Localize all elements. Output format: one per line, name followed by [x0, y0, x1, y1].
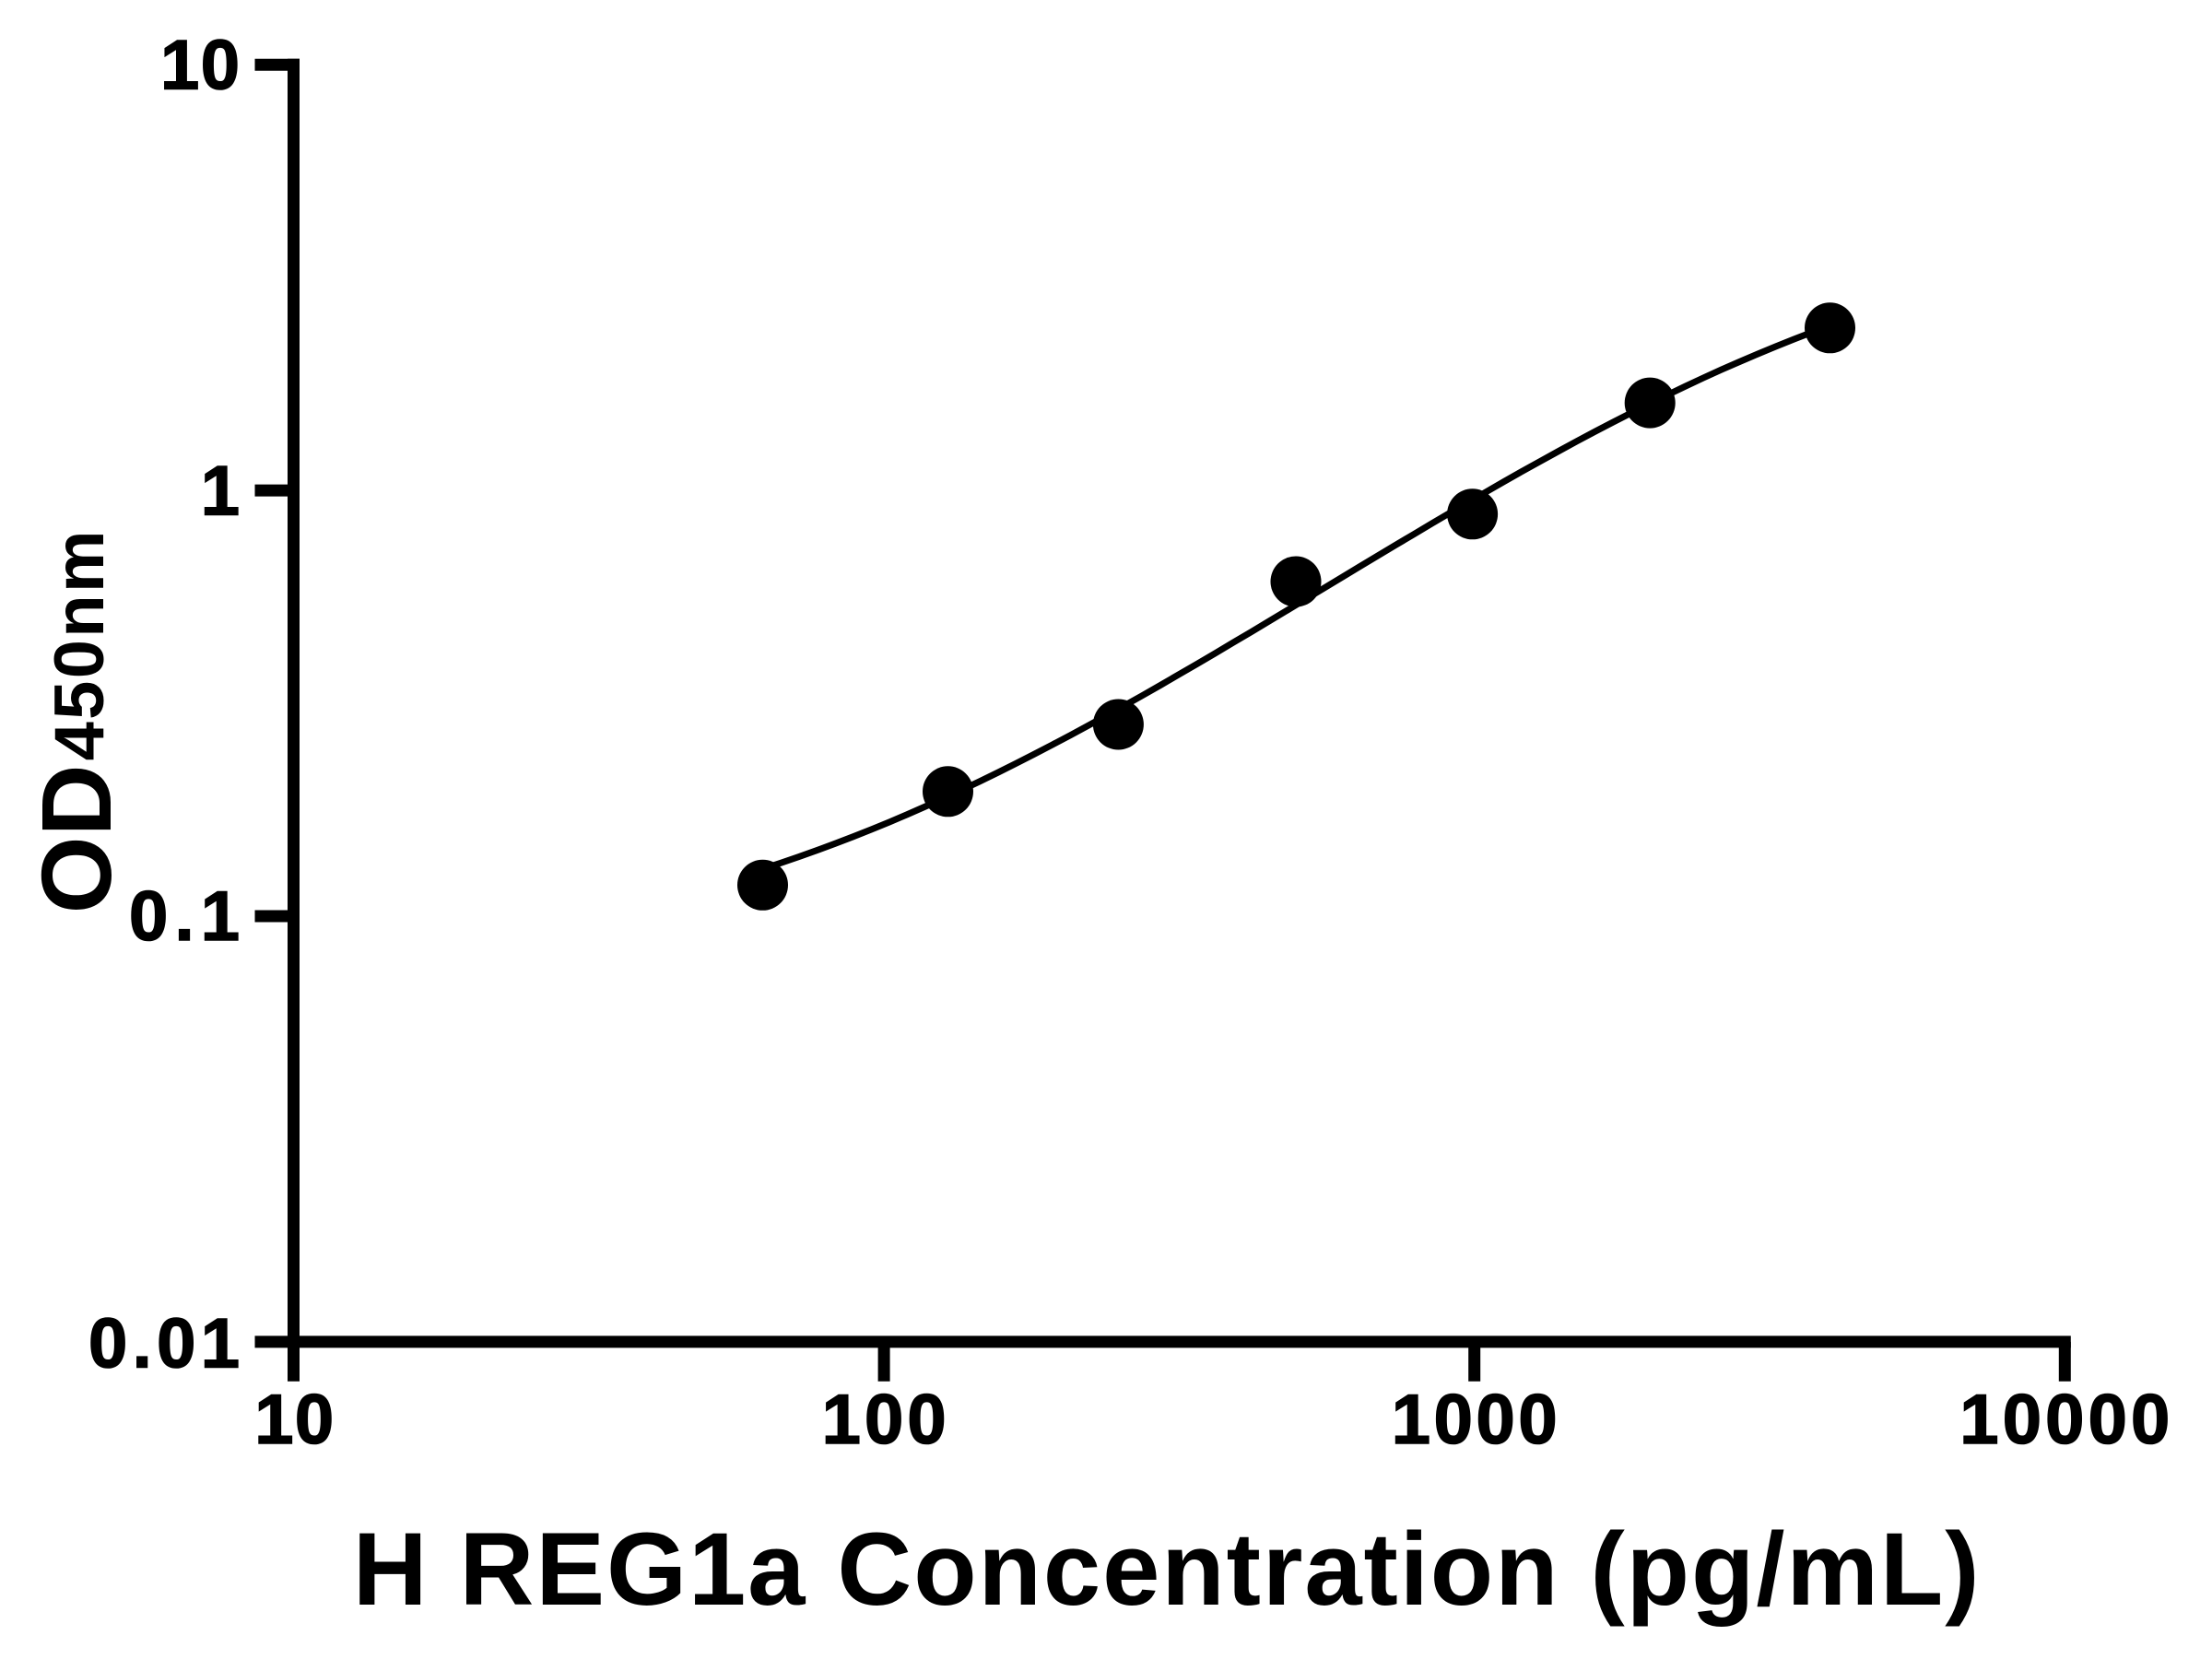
- svg-text:10000: 10000: [1959, 1381, 2170, 1459]
- svg-text:450nm: 450nm: [41, 530, 119, 760]
- svg-text:10: 10: [254, 1381, 334, 1459]
- svg-text:H REG1a Concentration (pg/mL): H REG1a Concentration (pg/mL): [353, 1512, 1980, 1627]
- svg-text:10: 10: [160, 26, 240, 104]
- svg-text:100: 100: [822, 1381, 947, 1459]
- svg-text:0.1: 0.1: [129, 877, 240, 956]
- svg-text:1: 1: [201, 452, 240, 530]
- svg-text:OD: OD: [20, 764, 132, 913]
- svg-text:0.01: 0.01: [88, 1305, 240, 1383]
